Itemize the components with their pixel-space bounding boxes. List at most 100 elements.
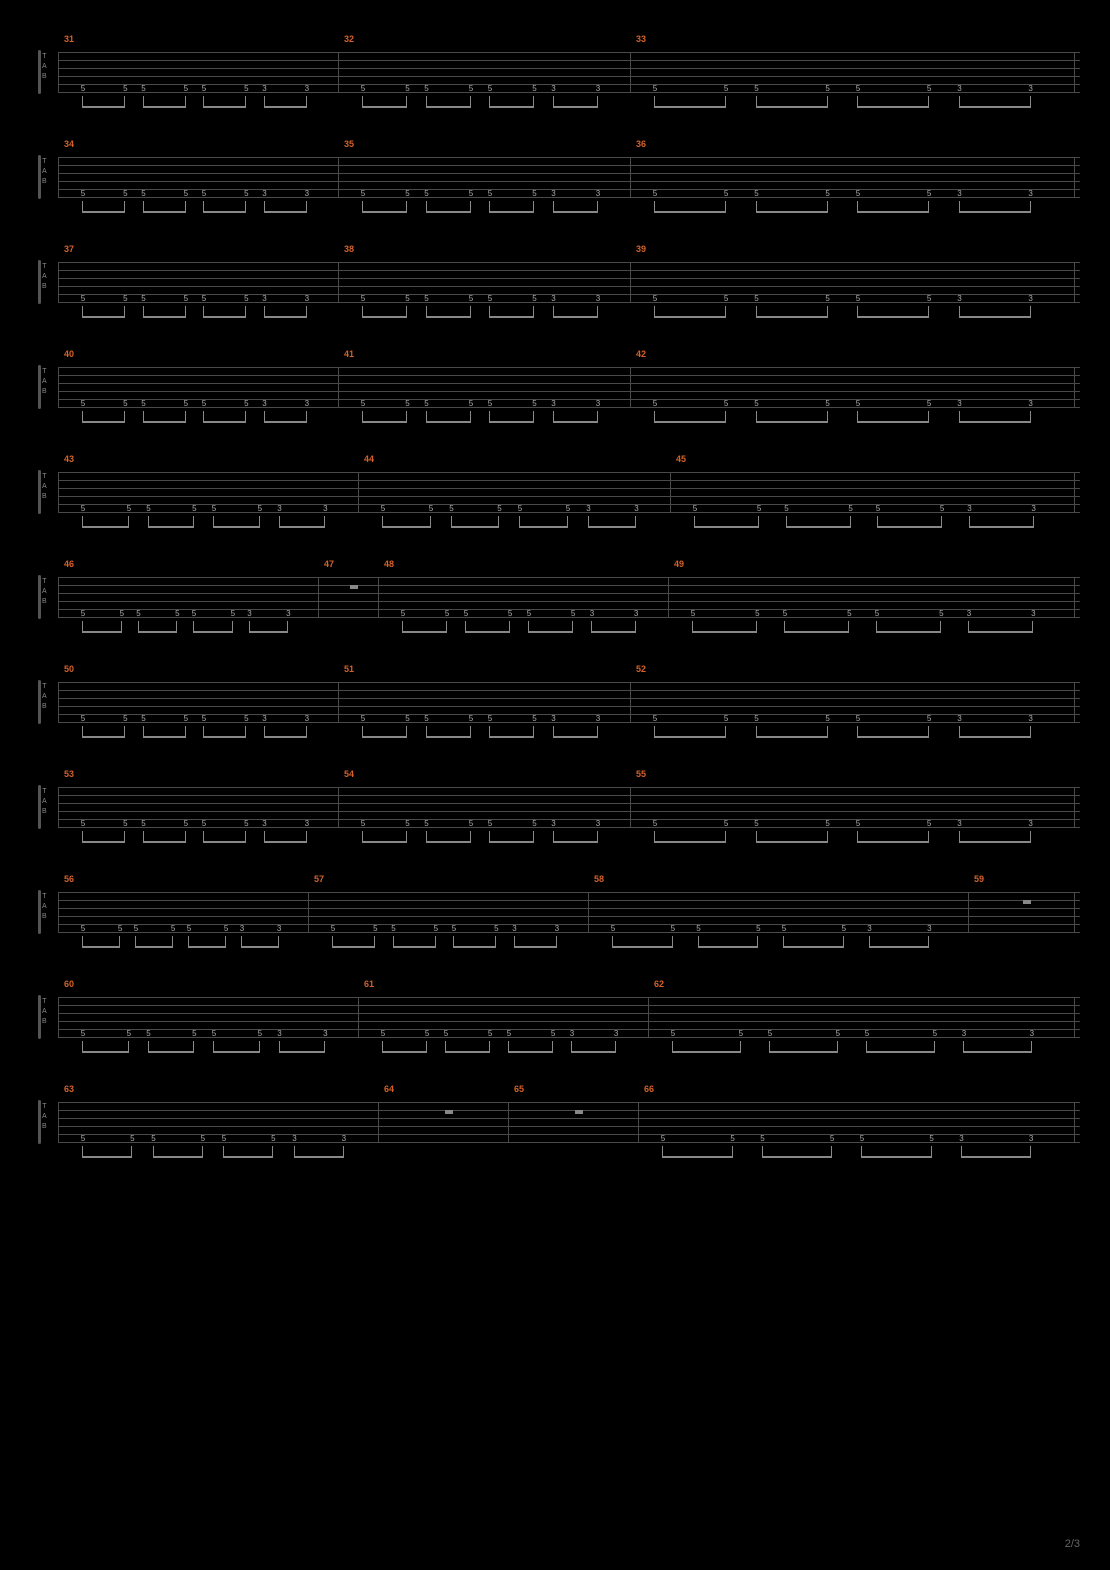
beam-group [82, 726, 124, 740]
fret-number: 5 [198, 1134, 208, 1143]
barline [1074, 472, 1075, 512]
beam-group [426, 96, 470, 110]
fret-number: 3 [1026, 1134, 1036, 1143]
fret-number: 5 [144, 1029, 154, 1038]
staff-line [58, 585, 1080, 586]
staff-line [58, 698, 1080, 699]
fret-number: 5 [78, 399, 88, 408]
barline [58, 787, 59, 827]
barline [1074, 787, 1075, 827]
beam-group [143, 96, 185, 110]
barline [338, 367, 339, 407]
fret-number: 3 [567, 1029, 577, 1038]
fret-number: 5 [120, 84, 130, 93]
fret-number: 3 [283, 609, 293, 618]
barline [1074, 577, 1075, 617]
tab-page: TAB315555553332555555333355555533TAB3455… [0, 0, 1110, 1175]
staff-line [58, 811, 1080, 812]
fret-number: 5 [853, 84, 863, 93]
fret-number: 5 [431, 924, 441, 933]
measure-number: 37 [64, 244, 74, 254]
tab-system: TAB435555553344555555334555555533 [30, 450, 1080, 545]
measure-number: 54 [344, 769, 354, 779]
fret-number: 5 [515, 504, 525, 513]
fret-number: 5 [752, 189, 762, 198]
tab-clef-label: TAB [42, 52, 47, 82]
beam-group [553, 726, 597, 740]
beam-group [857, 411, 928, 425]
fret-number: 5 [782, 504, 792, 513]
beam-group [264, 201, 306, 215]
fret-number: 5 [422, 189, 432, 198]
staff-line [58, 157, 1080, 158]
system-bracket [38, 995, 41, 1039]
fret-number: 5 [168, 924, 178, 933]
fret-number: 5 [181, 399, 191, 408]
fret-number: 5 [668, 1029, 678, 1038]
fret-number: 5 [658, 1134, 668, 1143]
system-bracket [38, 890, 41, 934]
fret-number: 5 [650, 714, 660, 723]
tab-clef-label: TAB [42, 577, 47, 607]
staff-line [58, 900, 1080, 901]
beam-group [264, 726, 306, 740]
beam-group [193, 621, 232, 635]
measure-number: 51 [344, 664, 354, 674]
fret-number: 5 [422, 1029, 432, 1038]
fret-number: 5 [358, 714, 368, 723]
fret-number: 5 [127, 1134, 137, 1143]
fret-number: 5 [466, 714, 476, 723]
system-bracket [38, 470, 41, 514]
fret-number: 5 [780, 609, 790, 618]
fret-number: 5 [924, 189, 934, 198]
fret-number: 5 [823, 714, 833, 723]
fret-number: 5 [422, 84, 432, 93]
fret-number: 5 [139, 714, 149, 723]
staff-line [58, 892, 1080, 893]
beam-group [382, 516, 430, 530]
beam-group [786, 516, 850, 530]
beam-group [82, 831, 124, 845]
measure-number: 46 [64, 559, 74, 569]
fret-number: 3 [955, 399, 965, 408]
fret-number: 5 [752, 84, 762, 93]
fret-number: 5 [529, 819, 539, 828]
beam-group [672, 1041, 740, 1055]
beam-group [143, 726, 185, 740]
fret-number: 3 [290, 1134, 300, 1143]
fret-number: 3 [339, 1134, 349, 1143]
fret-number: 5 [199, 399, 209, 408]
fret-number: 5 [181, 294, 191, 303]
beam-group [264, 96, 306, 110]
barline [308, 892, 309, 932]
system-bracket [38, 575, 41, 619]
beam-group [654, 306, 725, 320]
fret-number: 5 [930, 1029, 940, 1038]
fret-number: 5 [358, 189, 368, 198]
fret-number: 5 [268, 1134, 278, 1143]
beam-group [692, 621, 756, 635]
tab-system: TAB635555553364656655555533 [30, 1080, 1080, 1175]
beam-group [82, 1041, 128, 1055]
staff-line [58, 908, 1080, 909]
beam-group [362, 831, 406, 845]
fret-number: 5 [189, 504, 199, 513]
fret-number: 5 [447, 504, 457, 513]
beam-group [213, 1041, 259, 1055]
measure-number: 59 [974, 874, 984, 884]
measure-number: 63 [64, 1084, 74, 1094]
barline [630, 367, 631, 407]
beam-group [756, 201, 827, 215]
fret-number: 5 [228, 609, 238, 618]
fret-number: 5 [78, 189, 88, 198]
fret-number: 5 [221, 924, 231, 933]
fret-number: 5 [134, 609, 144, 618]
beam-group [264, 306, 306, 320]
beam-group [876, 621, 940, 635]
barline [1074, 997, 1075, 1037]
beam-group [138, 621, 177, 635]
staff-line [58, 270, 1080, 271]
fret-number: 3 [593, 189, 603, 198]
barline [1074, 1102, 1075, 1142]
fret-number: 5 [120, 189, 130, 198]
